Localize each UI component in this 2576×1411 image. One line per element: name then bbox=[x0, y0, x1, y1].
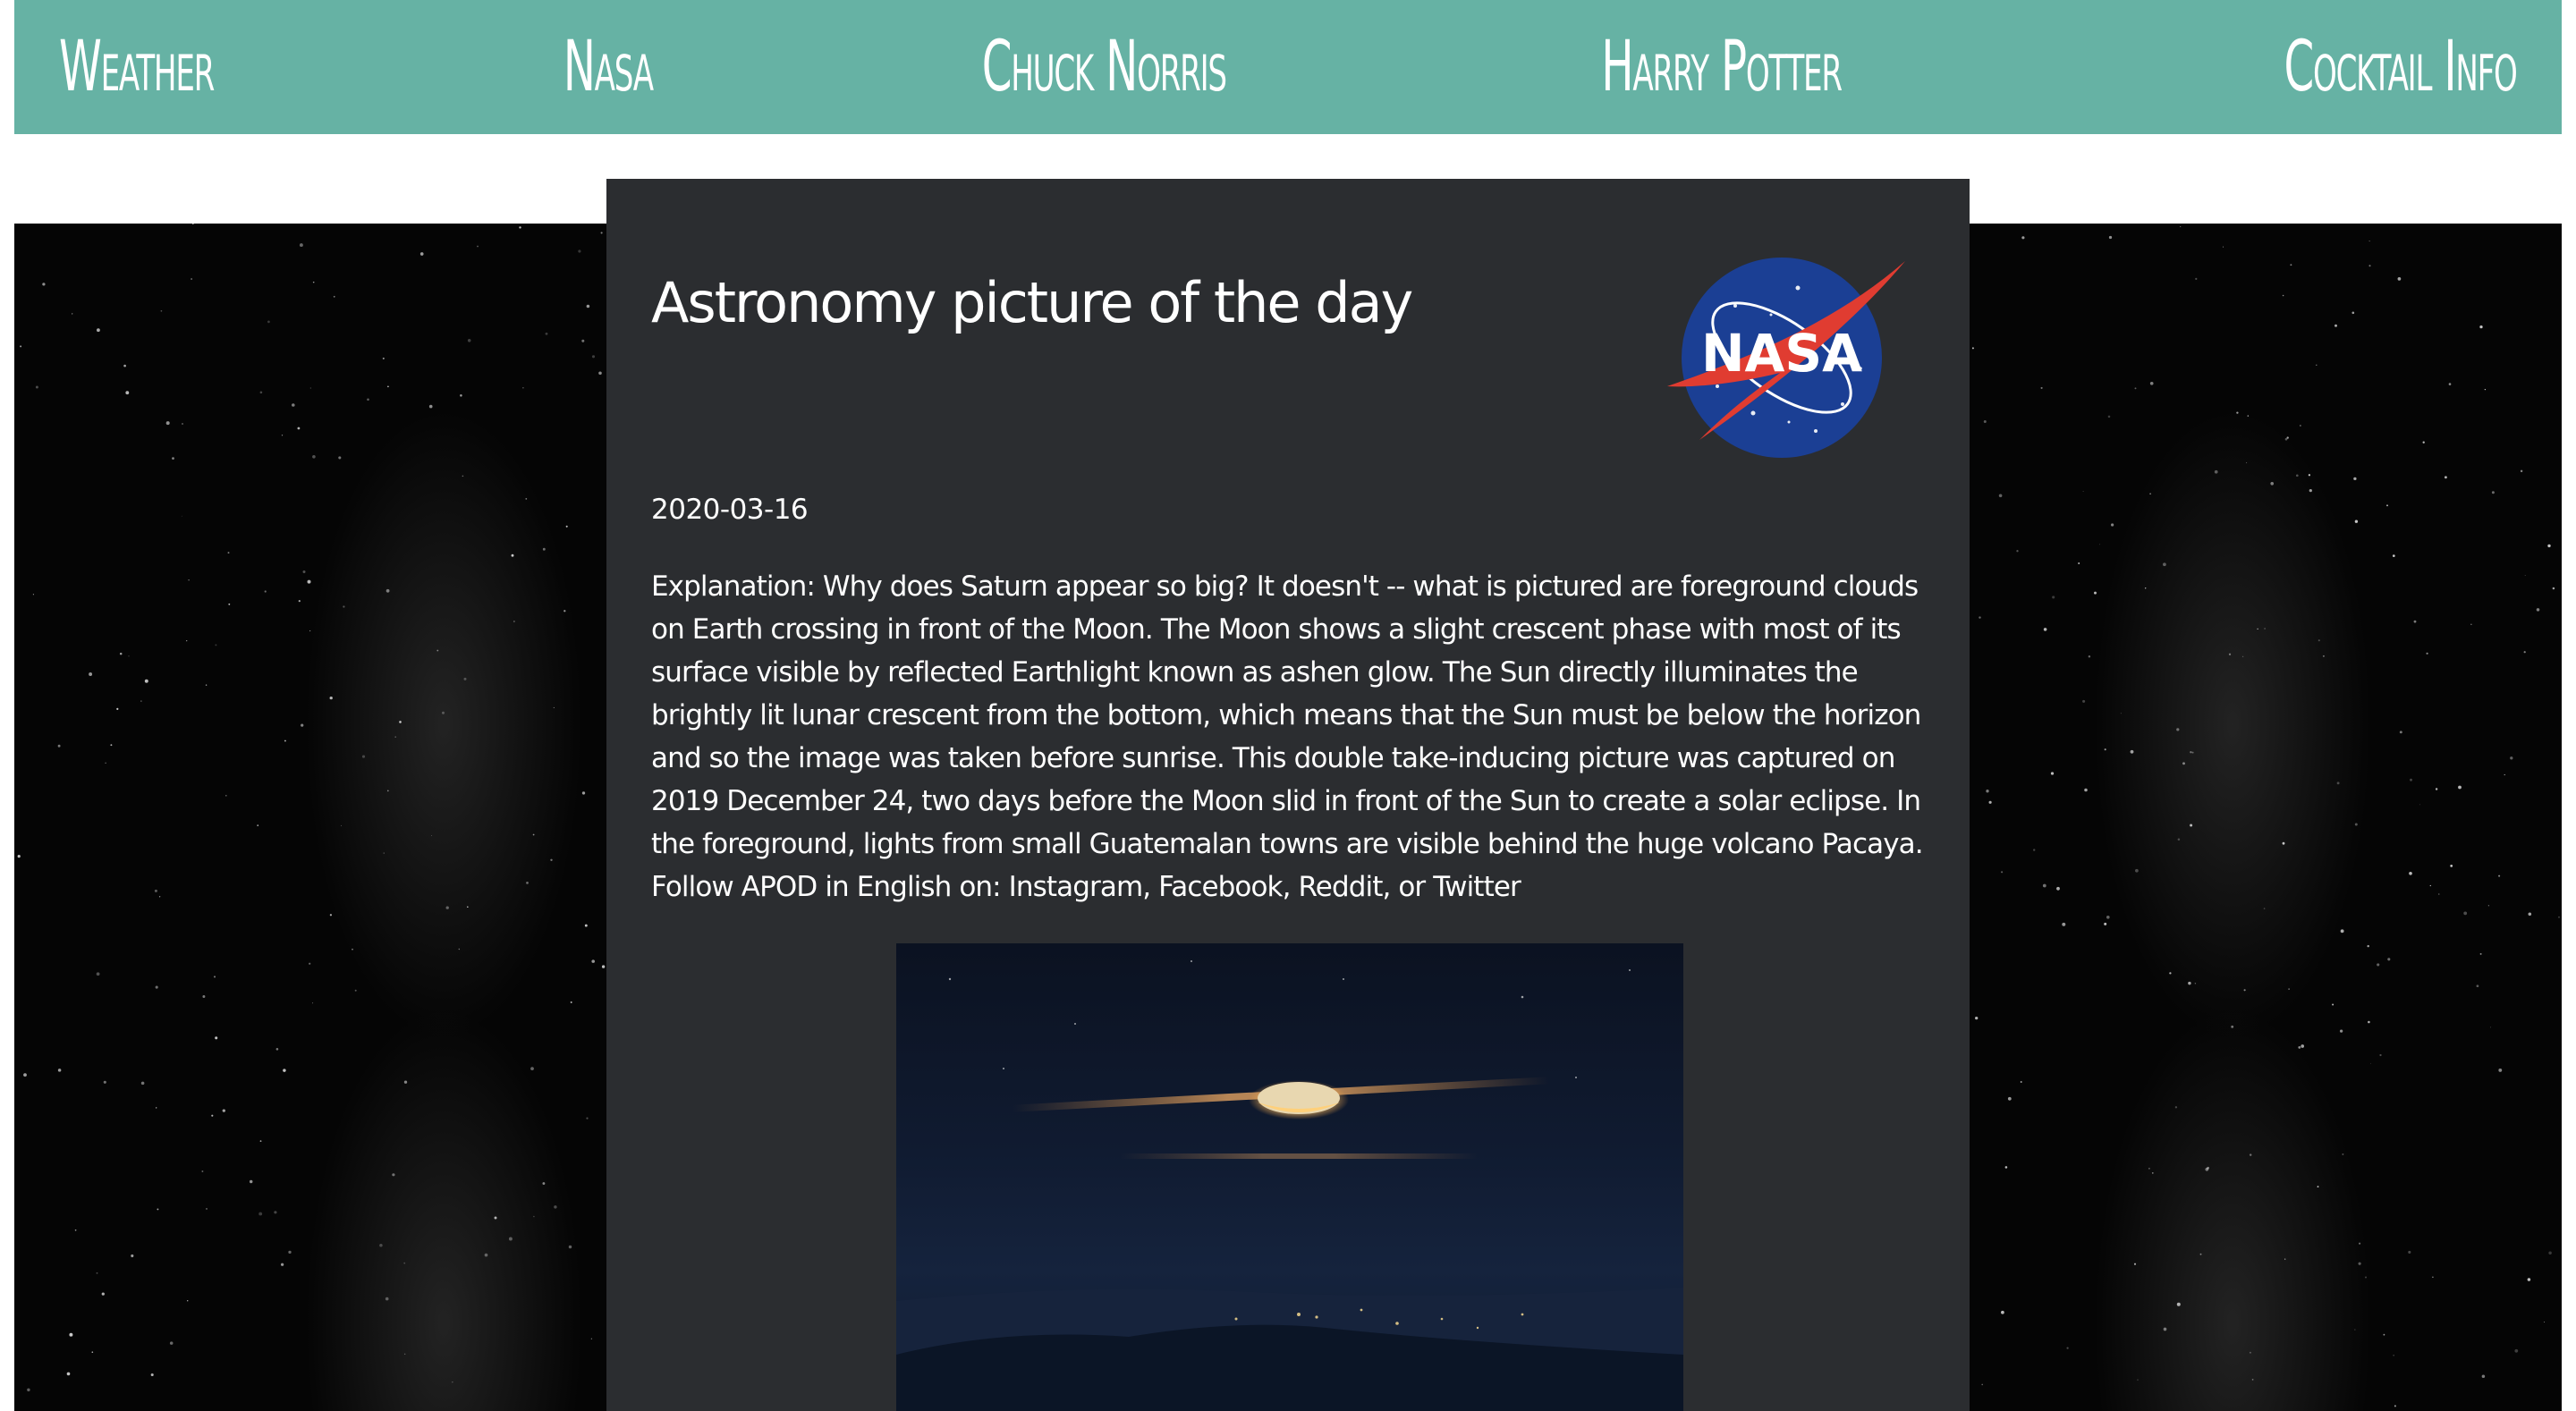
apod-date: 2020-03-16 bbox=[651, 494, 809, 526]
nav-link-cocktail-info[interactable]: Cocktail Info bbox=[2284, 27, 2518, 107]
nav-link-nasa[interactable]: Nasa bbox=[563, 27, 653, 107]
nav-link-harry-potter[interactable]: Harry Potter bbox=[1601, 27, 1843, 107]
nasa-logo-icon: NASA bbox=[1667, 258, 1905, 458]
card-title: Astronomy picture of the day bbox=[651, 270, 1413, 335]
apod-explanation: Explanation: Why does Saturn appear so b… bbox=[651, 570, 1924, 903]
nasa-logo-text: NASA bbox=[1701, 323, 1862, 384]
nav-link-chuck-norris[interactable]: Chuck Norris bbox=[981, 27, 1226, 107]
nav-link-weather[interactable]: Weather bbox=[59, 27, 215, 107]
top-navigation: Weather Nasa Chuck Norris Harry Potter C… bbox=[14, 0, 2562, 134]
apod-image bbox=[896, 943, 1683, 1411]
apod-card: Astronomy picture of the day NASA 2020-0… bbox=[606, 179, 1970, 1411]
